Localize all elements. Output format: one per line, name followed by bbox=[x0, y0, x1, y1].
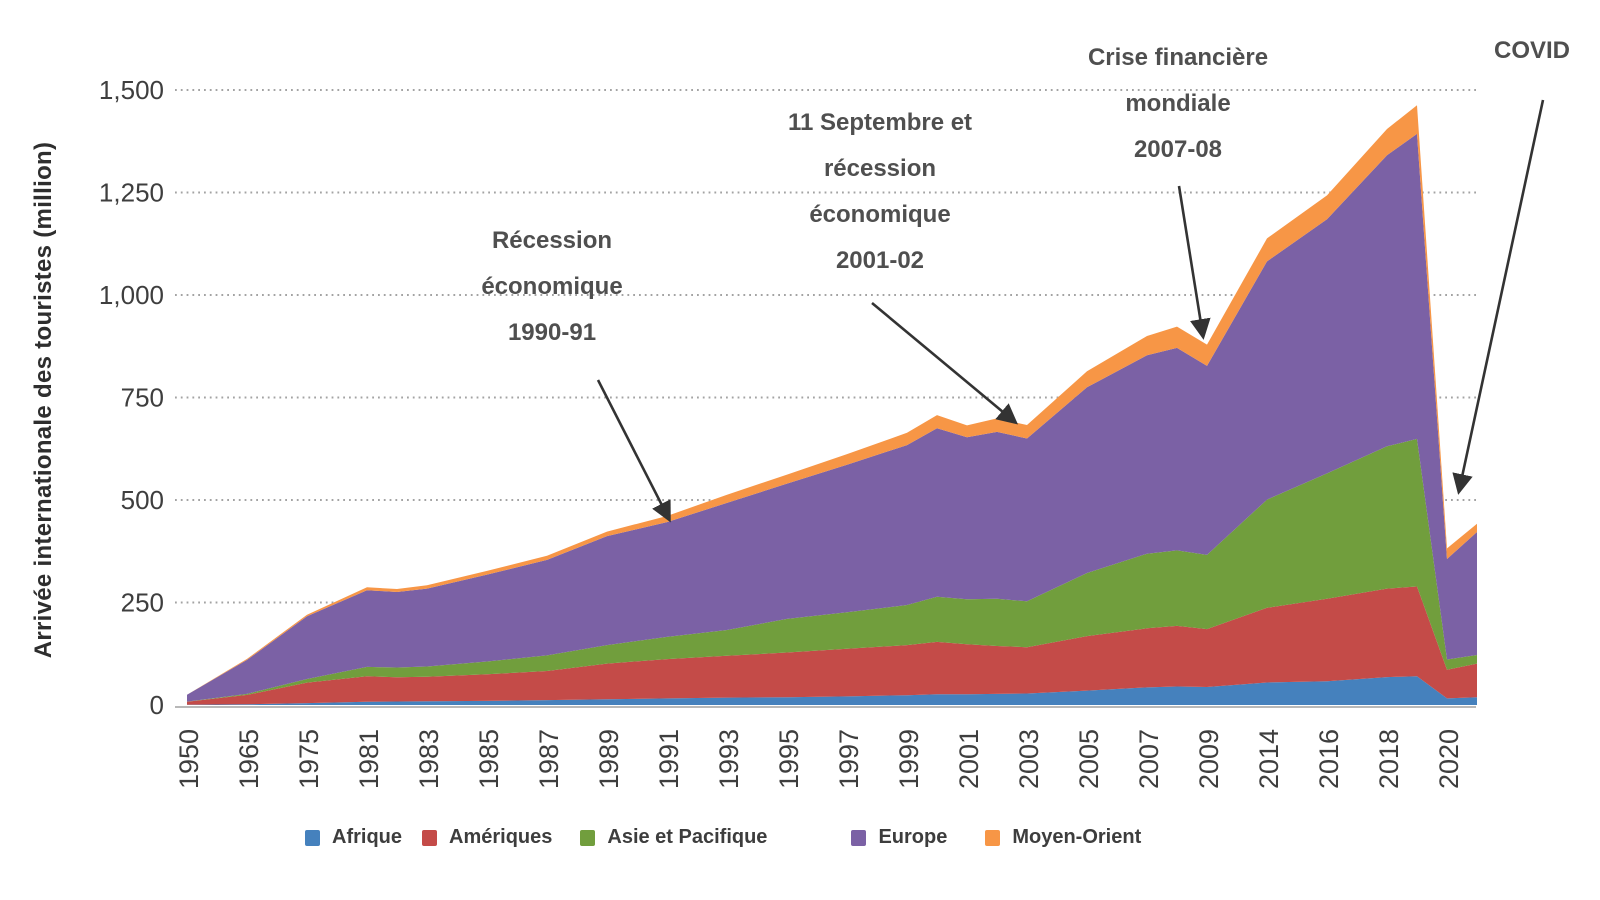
y-axis-title: Arrivée internationale des touristes (mi… bbox=[30, 141, 57, 659]
legend-swatch bbox=[985, 829, 1001, 846]
x-tick-label: 2014 bbox=[1254, 729, 1284, 789]
legend: Afrique Amériques Asie et Pacifique Europe M… bbox=[305, 826, 1141, 849]
legend-swatch bbox=[305, 829, 320, 846]
area-asie-et-pacifique bbox=[187, 438, 1477, 702]
x-tick-label: 1985 bbox=[474, 729, 504, 789]
annotation-arrows bbox=[596, 99, 1545, 523]
x-tick-label: 2005 bbox=[1074, 729, 1104, 789]
annotation-covid: COVID bbox=[1494, 28, 1570, 74]
legend-item-asie-et-pacifique: Asie et Pacifique bbox=[580, 826, 767, 849]
y-tick-label: 250 bbox=[121, 588, 164, 618]
area-am-riques bbox=[187, 586, 1477, 705]
x-tick-label: 2001 bbox=[954, 729, 984, 789]
annotation-line: économique bbox=[481, 273, 623, 300]
stacked-areas bbox=[187, 105, 1477, 705]
legend-label: Europe bbox=[878, 826, 948, 848]
legend-item-am-riques: Amériques bbox=[422, 826, 552, 849]
annotation-arrow-covid bbox=[1452, 99, 1545, 495]
annotation-line: 2007-08 bbox=[1133, 136, 1223, 163]
legend-item-afrique: Afrique bbox=[305, 826, 402, 849]
legend-swatch bbox=[422, 829, 437, 846]
y-tick-label: 500 bbox=[121, 485, 164, 515]
x-tick-label: 2016 bbox=[1314, 729, 1344, 789]
x-tick-label: 1999 bbox=[894, 729, 924, 789]
x-tick-label: 1965 bbox=[234, 729, 264, 789]
legend-label: Asie et Pacifique bbox=[607, 826, 768, 848]
y-tick-label: 1,000 bbox=[99, 280, 164, 310]
legend-item-europe: Europe bbox=[851, 826, 947, 849]
x-tick-label: 2003 bbox=[1014, 729, 1044, 789]
legend-swatch bbox=[851, 829, 867, 846]
annotation-line: 11 Septembre et bbox=[787, 109, 973, 136]
x-tick-label: 2020 bbox=[1434, 729, 1464, 789]
x-tick-label: 2009 bbox=[1194, 729, 1224, 789]
annotation-recession-1990-91: Récession économique 1990-91 bbox=[481, 218, 622, 356]
y-tick-label: 750 bbox=[121, 383, 164, 413]
legend-label: Afrique bbox=[332, 826, 402, 848]
legend-swatch bbox=[580, 829, 596, 846]
area-europe bbox=[187, 133, 1477, 702]
annotation-arrow-sept-11-recession-2001-02 bbox=[871, 302, 1018, 425]
x-tick-label: 1997 bbox=[834, 729, 864, 789]
x-tick-label: 2018 bbox=[1374, 729, 1404, 789]
x-tick-label: 1981 bbox=[354, 729, 384, 789]
annotation-line: COVID bbox=[1493, 37, 1571, 64]
annotation-arrow-crise-financiere-2007-08 bbox=[1177, 185, 1211, 340]
x-tick-label: 2007 bbox=[1134, 729, 1164, 789]
x-tick-label: 1975 bbox=[294, 729, 324, 789]
annotation-line: récession bbox=[823, 155, 937, 182]
x-tick-label: 1993 bbox=[714, 729, 744, 789]
annotation-crise-financiere-2007-08: Crise financière mondiale 2007-08 bbox=[1088, 35, 1268, 173]
x-tick-label: 1983 bbox=[414, 729, 444, 789]
y-tick-label: 0 bbox=[150, 690, 164, 720]
area-afrique bbox=[187, 676, 1477, 705]
axis-labels: 0 250 500 750 1,000 1,250 1,500 1950 1965 1975 198… bbox=[99, 75, 1464, 789]
annotation-line: 1990-91 bbox=[507, 319, 597, 346]
legend-label: Moyen-Orient bbox=[1012, 826, 1142, 848]
x-tick-label: 1987 bbox=[534, 729, 564, 789]
annotation-arrow-recession-1990-91 bbox=[596, 379, 671, 523]
legend-item-moyen-orient: Moyen-Orient bbox=[985, 826, 1141, 849]
x-tick-label: 1995 bbox=[774, 729, 804, 789]
annotation-sept-11-recession-2001-02: 11 Septembre et récession économique 2001-0… bbox=[788, 100, 972, 284]
y-tick-label: 1,500 bbox=[99, 75, 164, 105]
x-tick-label: 1950 bbox=[174, 729, 204, 789]
annotation-line: Récession bbox=[491, 227, 613, 254]
annotation-line: 2001-02 bbox=[835, 247, 925, 274]
legend-label: Amériques bbox=[449, 826, 553, 848]
annotation-line: Crise financière bbox=[1087, 44, 1269, 71]
x-tick-label: 1989 bbox=[594, 729, 624, 789]
x-tick-label: 1991 bbox=[654, 729, 684, 789]
annotation-line: mondiale bbox=[1125, 90, 1231, 117]
y-tick-label: 1,250 bbox=[99, 178, 164, 208]
annotation-line: économique bbox=[809, 201, 951, 228]
